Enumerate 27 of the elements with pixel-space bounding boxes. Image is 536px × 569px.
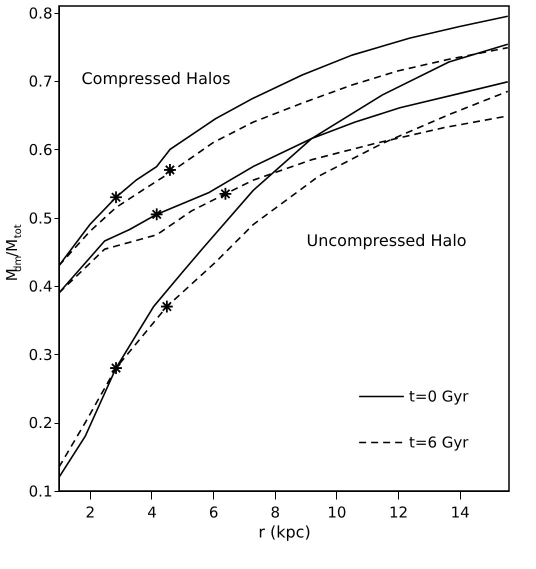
point <box>163 163 177 177</box>
y-tick-label: 0.6 <box>28 140 52 159</box>
x-tick-label: 12 <box>388 504 408 522</box>
annotation: Compressed Halos <box>82 68 230 88</box>
legend-label: t=6 Gyr <box>409 434 470 452</box>
x-tick-label: 4 <box>147 504 157 522</box>
x-tick-label: 2 <box>86 504 96 522</box>
x-axis-title: r (kpc) <box>258 522 311 542</box>
x-tick-label: 14 <box>450 504 470 522</box>
y-tick-label: 0.7 <box>28 72 52 91</box>
annotation: Uncompressed Halo <box>306 231 467 250</box>
y-tick-label: 0.5 <box>28 209 52 228</box>
point <box>109 361 123 375</box>
y-tick-label: 0.1 <box>28 482 52 500</box>
x-tick-label: 6 <box>208 504 218 522</box>
point <box>150 208 164 222</box>
point <box>160 300 174 314</box>
legend-label: t=0 Gyr <box>409 388 470 406</box>
point <box>218 187 232 201</box>
y-tick-label: 0.8 <box>28 4 52 22</box>
y-tick-label: 0.4 <box>28 278 52 296</box>
x-tick-label: 10 <box>327 504 346 522</box>
point <box>109 190 123 204</box>
y-tick-label: 0.3 <box>28 346 52 364</box>
y-tick-label: 0.2 <box>28 414 52 432</box>
x-tick-label: 8 <box>270 504 280 522</box>
y-axis-title: Mdm/Mtot <box>3 224 24 282</box>
